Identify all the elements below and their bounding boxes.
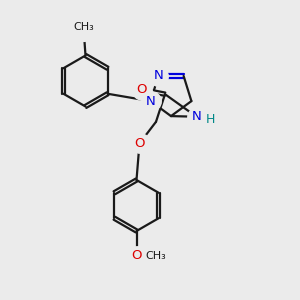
Text: CH₃: CH₃ xyxy=(146,250,166,261)
Text: N: N xyxy=(192,110,201,123)
Text: O: O xyxy=(136,83,147,96)
Text: CH₃: CH₃ xyxy=(73,22,94,32)
Text: O: O xyxy=(134,137,145,150)
Text: O: O xyxy=(131,249,142,262)
Text: H: H xyxy=(206,112,215,126)
Text: N: N xyxy=(146,94,155,108)
Text: N: N xyxy=(154,69,163,82)
